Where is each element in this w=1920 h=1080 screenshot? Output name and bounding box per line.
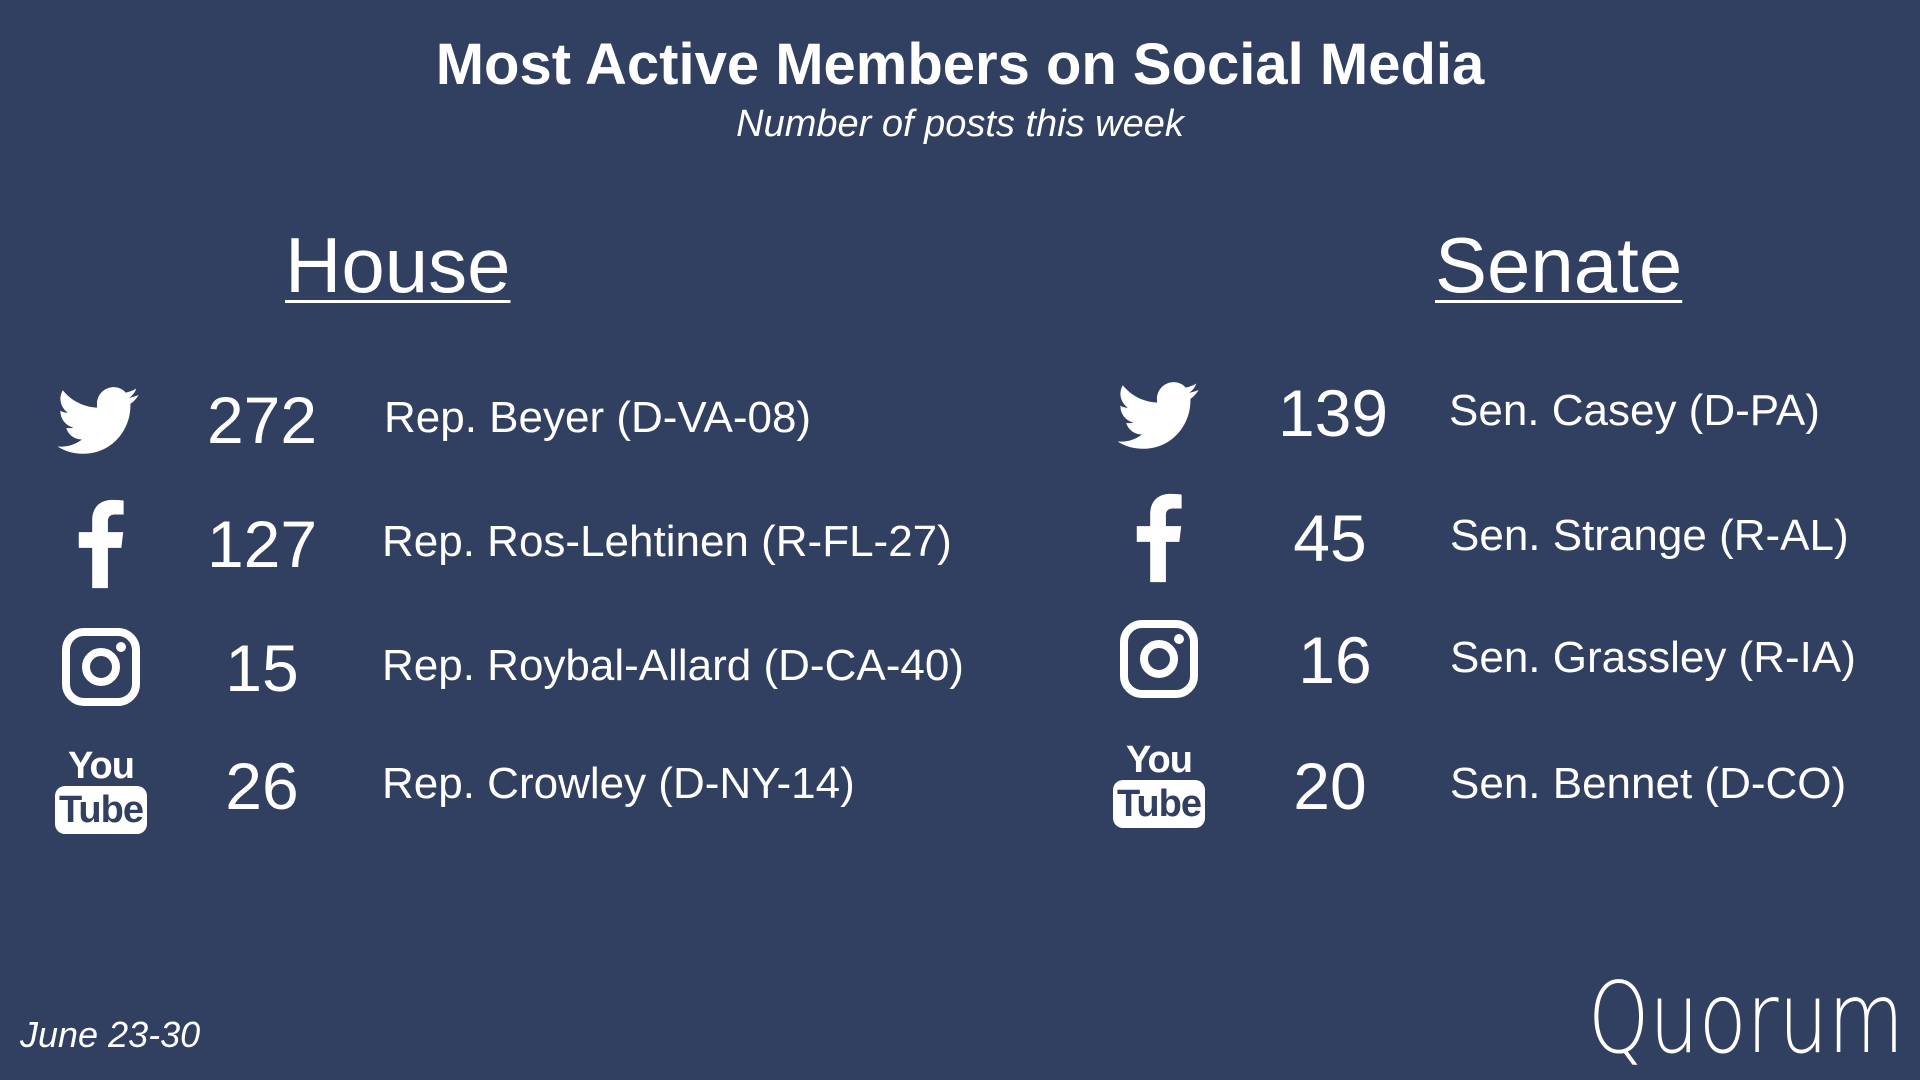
youtube-icon-you: You bbox=[1126, 739, 1193, 781]
youtube-icon: You Tube bbox=[1113, 734, 1205, 834]
youtube-icon: You Tube bbox=[55, 740, 147, 840]
quorum-logo-text: Quorum bbox=[1588, 962, 1904, 1070]
senate-row-youtube: You Tube 20 Sen. Bennet (D-CO) bbox=[1100, 732, 1900, 832]
senate-row-instagram: 16 Sen. Grassley (R-IA) bbox=[1100, 612, 1900, 712]
facebook-icon bbox=[1118, 492, 1200, 584]
youtube-icon-tube: Tube bbox=[55, 786, 147, 834]
member-name: Rep. Beyer (D-VA-08) bbox=[384, 393, 812, 442]
member-name: Sen. Casey (D-PA) bbox=[1449, 386, 1820, 435]
page-subtitle: Number of posts this week bbox=[736, 103, 1184, 145]
senate-row-facebook: 45 Sen. Strange (R-AL) bbox=[1100, 488, 1900, 588]
post-count: 26 bbox=[225, 749, 299, 823]
post-count: 127 bbox=[206, 507, 318, 581]
senate-row-twitter: 139 Sen. Casey (D-PA) bbox=[1100, 365, 1900, 465]
post-count: 20 bbox=[1293, 749, 1367, 823]
house-row-youtube: You Tube 26 Rep. Crowley (D-NY-14) bbox=[0, 738, 960, 838]
senate-heading: Senate bbox=[1435, 221, 1683, 309]
youtube-icon-you: You bbox=[68, 745, 135, 787]
facebook-icon bbox=[60, 498, 142, 590]
house-row-twitter: 272 Rep. Beyer (D-VA-08) bbox=[0, 370, 960, 470]
page-title: Most Active Members on Social Media bbox=[435, 32, 1485, 97]
instagram-icon bbox=[1118, 618, 1200, 700]
house-row-instagram: 15 Rep. Roybal-Allard (D-CA-40) bbox=[0, 620, 1000, 720]
instagram-icon bbox=[60, 626, 142, 708]
quorum-logo: Quorum bbox=[1588, 962, 1904, 1070]
member-name: Rep. Ros-Lehtinen (R-FL-27) bbox=[382, 517, 952, 566]
member-name: Sen. Grassley (R-IA) bbox=[1450, 633, 1856, 682]
member-name: Sen. Bennet (D-CO) bbox=[1450, 759, 1847, 808]
youtube-icon-tube: Tube bbox=[1113, 780, 1205, 828]
twitter-icon bbox=[1118, 375, 1200, 457]
post-count: 45 bbox=[1293, 501, 1367, 575]
post-count: 15 bbox=[225, 631, 299, 705]
member-name: Rep. Crowley (D-NY-14) bbox=[382, 759, 855, 808]
post-count: 16 bbox=[1298, 623, 1372, 697]
post-count: 139 bbox=[1277, 376, 1389, 450]
house-row-facebook: 127 Rep. Ros-Lehtinen (R-FL-27) bbox=[0, 494, 960, 594]
date-range: June 23-30 bbox=[20, 1014, 201, 1055]
twitter-icon bbox=[58, 380, 140, 462]
member-name: Sen. Strange (R-AL) bbox=[1450, 511, 1849, 560]
house-heading: House bbox=[285, 221, 511, 309]
post-count: 272 bbox=[206, 383, 318, 457]
member-name: Rep. Roybal-Allard (D-CA-40) bbox=[382, 641, 964, 690]
